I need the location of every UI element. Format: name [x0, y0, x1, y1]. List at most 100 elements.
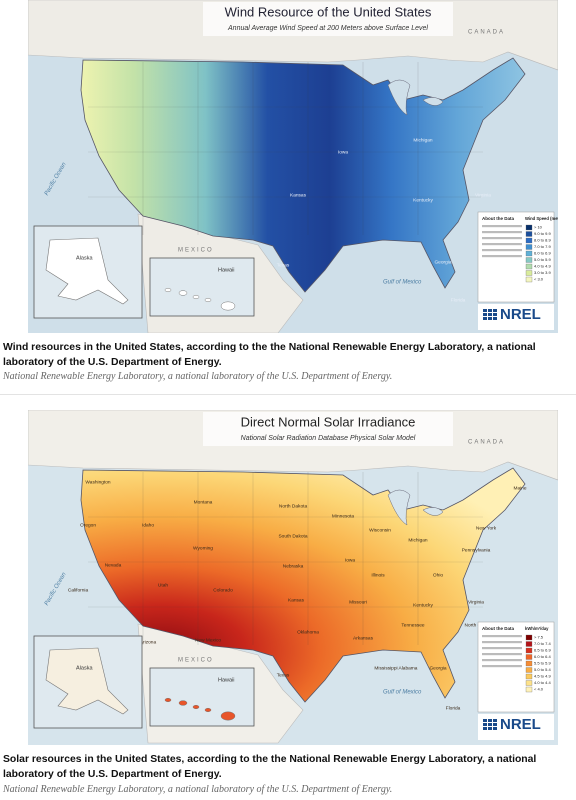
logo-mark: [483, 317, 487, 320]
state-label: Illinois: [371, 572, 385, 578]
state-label: Idaho: [142, 522, 154, 528]
legend-swatch: [525, 250, 533, 257]
state-label: Iowa: [345, 557, 355, 563]
map-subtitle: Annual Average Wind Speed at 200 Meters …: [227, 25, 428, 32]
logo-mark: [488, 309, 492, 312]
state-label: Maine: [513, 485, 526, 491]
state-label: Kansas: [290, 192, 307, 198]
state-label: Montana: [194, 499, 213, 505]
legend-label: 8.0 to 8.9: [534, 238, 551, 243]
state-label: Kansas: [288, 597, 305, 603]
legend-label: 7.0 to 7.4: [534, 641, 551, 646]
state-label: Tennessee: [401, 622, 425, 628]
alaska-land: [45, 237, 129, 305]
legend-label: 5.0 to 5.4: [534, 667, 551, 672]
legend-label: 6.5 to 6.9: [534, 648, 551, 653]
state-label: Oregon: [80, 522, 96, 528]
state-label: Arkansas: [353, 635, 374, 641]
inset-label: Hawaii: [218, 677, 235, 683]
legend-swatch: [525, 647, 533, 654]
legend-swatch: [525, 660, 533, 667]
island: [220, 711, 236, 721]
legend-text-line: [482, 249, 522, 252]
ocean-label: Gulf of Mexico: [383, 690, 422, 696]
logo-mark: [488, 727, 492, 730]
state-label: Texas: [277, 262, 290, 268]
great-lakes: [387, 79, 444, 116]
logo-mark: [488, 317, 492, 320]
state-label: Ohio: [433, 572, 443, 578]
legend-swatch: [525, 270, 533, 276]
state-label: Georgia: [429, 665, 446, 671]
divider: [0, 394, 576, 395]
title-box: [203, 2, 453, 36]
legend-swatch: [525, 276, 533, 283]
island: [220, 301, 236, 311]
legend-swatch: [525, 680, 533, 686]
state-label: Arizona: [140, 639, 157, 645]
legend-label: 4.5 to 4.9: [534, 674, 551, 679]
state-label: Minnesota: [332, 513, 354, 519]
inset-label: Hawaii: [218, 267, 235, 273]
legend-text-line: [482, 237, 522, 240]
state-label: Virginia: [468, 599, 484, 605]
country-label: CANADA: [468, 30, 505, 36]
island: [164, 697, 172, 703]
legend-swatch: [525, 244, 533, 250]
logo-mark: [493, 309, 497, 312]
legend-text-line: [482, 635, 522, 638]
state-label: Nebraska: [283, 563, 304, 569]
caption: Wind resources in the United States, acc…: [3, 342, 536, 368]
island: [178, 290, 188, 296]
legend-swatch: [525, 224, 533, 231]
state-label: Nevada: [105, 562, 122, 568]
state-label: Wisconsin: [369, 527, 391, 533]
logo-mark: [493, 727, 497, 730]
map-title: Wind Resource of the United States: [225, 4, 432, 19]
state-label: Kentucky: [413, 197, 433, 203]
legend-text-line: [482, 647, 522, 650]
logo-mark: [483, 309, 487, 312]
legend-label: 5.5 to 5.9: [534, 661, 551, 666]
legend-text-line: [482, 653, 522, 656]
ocean-label: Gulf of Mexico: [383, 280, 422, 286]
legend-label: 7.0 to 7.9: [534, 244, 551, 249]
state-label: Georgia: [434, 259, 451, 265]
legend-label: 6.0 to 6.9: [534, 251, 551, 256]
legend-text-line: [482, 659, 522, 662]
state-label: New Mexico: [195, 637, 221, 643]
legend-swatch: [525, 667, 533, 673]
state-label: Michigan: [408, 537, 428, 543]
legend-label: > 10: [534, 225, 543, 230]
legend-text-line: [482, 243, 522, 246]
logo-mark: [493, 719, 497, 722]
us-land: [80, 467, 526, 703]
country-label: MEXICO: [178, 248, 214, 254]
legend-label: 3.0 to 3.9: [534, 270, 551, 275]
state-label: Colorado: [213, 587, 233, 593]
legend-text-line: [482, 665, 522, 668]
credit: National Renewable Energy Laboratory, a …: [3, 371, 393, 382]
us-land: [80, 57, 526, 293]
logo-mark: [483, 727, 487, 730]
logo-mark: [493, 723, 497, 726]
inset-label: Alaska: [76, 255, 93, 261]
legend-label: < 3.0: [534, 277, 544, 282]
title-box: [203, 412, 453, 446]
state-label: Florida: [451, 297, 466, 303]
legend-swatch: [525, 634, 533, 641]
state-label: Washington: [85, 479, 110, 485]
legend-label: 4.0 to 4.4: [534, 680, 551, 685]
legend-swatch: [525, 641, 533, 647]
legend-label: > 7.5: [534, 635, 544, 640]
state-label: North Dakota: [279, 503, 308, 509]
state-label: Utah: [158, 582, 168, 588]
hawaii-inset: [149, 257, 255, 317]
logo-mark: [488, 723, 492, 726]
logo-mark: [483, 719, 487, 722]
credit: National Renewable Energy Laboratory, a …: [3, 784, 393, 795]
island: [192, 704, 200, 710]
state-label: New York: [476, 525, 497, 531]
legend-swatch: [525, 263, 533, 270]
wind-map: Wind Resource of the United States Annual…: [28, 0, 558, 333]
